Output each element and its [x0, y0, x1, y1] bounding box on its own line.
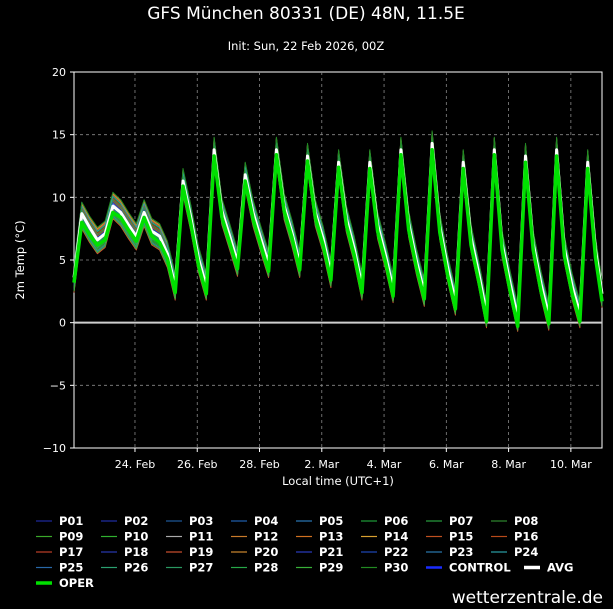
legend-label: P03	[189, 514, 213, 528]
y-tick-label: 15	[52, 129, 66, 142]
x-tick-label: 2. Mar	[304, 458, 339, 471]
legend-label: P26	[124, 561, 148, 575]
legend-label: P08	[514, 514, 538, 528]
y-tick-label: 0	[59, 317, 66, 330]
legend-label: AVG	[547, 561, 573, 575]
legend-label: P21	[319, 545, 343, 559]
legend-label: OPER	[59, 576, 94, 590]
legend-label: P05	[319, 514, 343, 528]
x-tick-label: 4. Mar	[367, 458, 402, 471]
legend-label: P16	[514, 530, 538, 544]
x-tick-label: 26. Feb	[177, 458, 217, 471]
legend-label: CONTROL	[449, 561, 511, 575]
x-tick-label: 10. Mar	[550, 458, 592, 471]
legend-label: P18	[124, 545, 148, 559]
x-tick-label: 24. Feb	[115, 458, 155, 471]
y-tick-label: 20	[52, 66, 66, 79]
y-ticks: −10 −5 0 5 10 15 20	[43, 66, 74, 455]
legend-label: P23	[449, 545, 473, 559]
legend-label: P02	[124, 514, 148, 528]
x-axis-label: Local time (UTC+1)	[282, 474, 394, 488]
series-line-oper	[72, 147, 604, 329]
legend-label: P07	[449, 514, 473, 528]
legend-label: P06	[384, 514, 408, 528]
x-tick-label: 8. Mar	[491, 458, 526, 471]
x-tick-label: 28. Feb	[239, 458, 279, 471]
legend-label: P29	[319, 561, 343, 575]
x-tick-label: 6. Mar	[429, 458, 464, 471]
x-ticks: 24. Feb 26. Feb 28. Feb 2. Mar 4. Mar 6. Mar 8…	[115, 448, 592, 471]
legend-label: P11	[189, 530, 213, 544]
legend-label: P09	[59, 530, 83, 544]
series-line-p30	[73, 130, 603, 306]
legend-label: P22	[384, 545, 408, 559]
y-tick-label: 5	[59, 254, 66, 267]
legend-label: P19	[189, 545, 213, 559]
legend-label: P12	[254, 530, 278, 544]
legend-label: P27	[189, 561, 213, 575]
legend-label: P20	[254, 545, 278, 559]
series-group	[72, 130, 604, 332]
y-tick-label: −10	[43, 442, 66, 455]
chart-subtitle: Init: Sun, 22 Feb 2026, 00Z	[228, 39, 385, 53]
legend-label: P04	[254, 514, 278, 528]
chart-title: GFS München 80331 (DE) 48N, 11.5E	[147, 4, 465, 24]
legend-label: P15	[449, 530, 473, 544]
legend-label: P14	[384, 530, 408, 544]
legend-label: P01	[59, 514, 83, 528]
y-tick-label: 10	[52, 191, 66, 204]
y-axis-label: 2m Temp (°C)	[13, 220, 27, 299]
legend-label: P30	[384, 561, 408, 575]
legend-label: P28	[254, 561, 278, 575]
y-tick-label: −5	[50, 379, 66, 392]
legend-label: P10	[124, 530, 148, 544]
legend-label: P13	[319, 530, 343, 544]
watermark: wetterzentrale.de	[452, 588, 603, 608]
legend-label: P25	[59, 561, 83, 575]
legend-label: P24	[514, 545, 538, 559]
legend-label: P17	[59, 545, 83, 559]
